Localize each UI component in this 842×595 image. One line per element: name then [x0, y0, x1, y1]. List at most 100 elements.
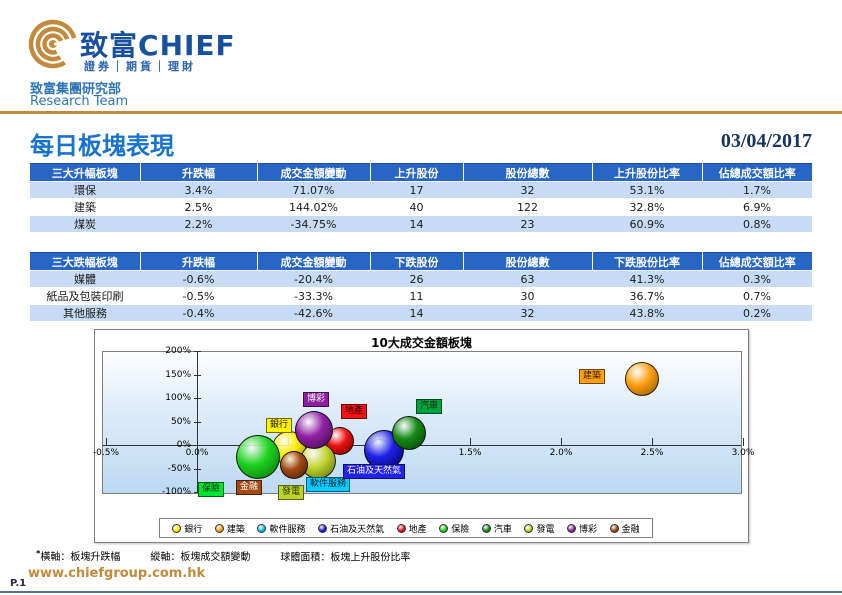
legend-item: 建築 [214, 522, 245, 535]
y-tick-label: 50% [170, 416, 191, 427]
table-cell: 其他服務 [30, 304, 140, 321]
table-cell: 0.8% [702, 215, 812, 232]
x-tick-label: 3.0% [731, 448, 755, 458]
x-tick-mark [197, 438, 198, 446]
chart-bubble [236, 434, 281, 479]
bubble-label: 銀行 [266, 418, 293, 433]
column-header-cell: 股份總數 [463, 252, 593, 271]
table-cell: 0.3% [702, 270, 812, 288]
sector-bubble-chart: 10大成交金額板塊 -0.5%0.0%0.5%1.0%1.5%2.0%2.5%3… [93, 329, 754, 543]
table-cell: 0.2% [702, 304, 812, 321]
x-tick-label: 1.5% [458, 448, 482, 458]
table-row: 煤炭 2.2% -34.75% 14 23 60.9% 0.8% [30, 215, 812, 232]
chart-bubble [295, 411, 334, 450]
page-title: 每日板塊表現 [30, 132, 174, 160]
table-cell: 30 [463, 287, 592, 305]
table-row: 紙品及包裝印刷 -0.5% -33.3% 11 30 36.7% 0.7% [30, 287, 812, 305]
table-cell: 32 [463, 304, 592, 321]
gainers-table-grid: 三大升幅板塊 升跌幅 成交金額變動 上升股份 股份總數 上升股份比率 佔總成交額比率 環保 3.… [30, 163, 812, 232]
legend-dot [567, 523, 577, 533]
legend-dot [609, 523, 619, 533]
y-tick-label: -100% [162, 487, 191, 497]
legend-dot [318, 523, 328, 533]
losers-table: 三大跌幅板塊 升跌幅 成交金額變動 下跌股份 股份總數 下跌股份比率 佔總成交額比率 媒體 -0… [30, 252, 812, 321]
table-cell: 建築 [30, 198, 140, 216]
bubble-label: 汽車 [416, 399, 443, 414]
legend-item: 銀行 [172, 522, 202, 535]
table-cell: 26 [370, 270, 463, 288]
bubble-label: 地產 [341, 404, 368, 419]
legend-dot [439, 523, 449, 533]
table-cell: 0.7% [702, 287, 812, 305]
column-header-cell: 佔總成交額比率 [702, 163, 812, 182]
bubble-label: 軟件服務 [306, 477, 351, 492]
y-tick-label: -50% [167, 463, 191, 474]
legend-dot [172, 523, 182, 533]
table-cell: -42.6% [257, 304, 370, 321]
table-cell: 6.9% [702, 198, 812, 216]
gainers-table: 三大升幅板塊 升跌幅 成交金額變動 上升股份 股份總數 上升股份比率 佔總成交額比率 環保 3.… [30, 163, 812, 232]
chart-bubble [280, 450, 309, 479]
chart-legend: 銀行 建築 軟件服務 石油及天然氣 地產 保險 汽車 發電 博彩 金融 [159, 518, 653, 538]
table-cell: 53.1% [592, 181, 702, 199]
bubble-label: 發電 [278, 485, 305, 500]
table-cell: 14 [370, 215, 463, 232]
website-link[interactable]: www.chiefgroup.com.hk [28, 566, 206, 581]
legend-label: 建築 [226, 524, 245, 535]
legend-item: 石油及天然氣 [318, 522, 384, 535]
bubble-label: 博彩 [303, 392, 330, 407]
x-tick-mark [106, 438, 107, 446]
legend-item: 金融 [609, 522, 640, 535]
table-cell: 32 [463, 181, 592, 199]
bubble-label: 建築 [579, 369, 606, 384]
table-cell: 2.5% [140, 198, 257, 216]
table-cell: 71.07% [257, 181, 370, 199]
chart-bubble [392, 415, 427, 450]
y-tick-label: 150% [165, 369, 191, 380]
table-cell: -20.4% [257, 270, 370, 288]
x-tick-mark [561, 438, 562, 446]
x-tick-label: 0.0% [185, 448, 209, 458]
footnote-y-axis: 縱軸：板塊成交額變動 [150, 552, 251, 564]
legend-label: 金融 [621, 524, 640, 535]
legend-item: 汽車 [481, 522, 512, 535]
x-tick-label: 2.5% [640, 448, 664, 458]
y-tick-mark [194, 468, 201, 470]
chart-bubble [625, 362, 660, 397]
table-row: 其他服務 -0.4% -42.6% 14 32 43.8% 0.2% [30, 304, 812, 321]
footnote-size: 球體面積：板塊上升股份比率 [280, 552, 411, 564]
chart-plot-area: -0.5%0.0%0.5%1.0%1.5%2.0%2.5%3.0%200%150… [93, 346, 754, 500]
table-cell: -0.4% [140, 304, 257, 321]
table-cell: -34.75% [257, 215, 370, 232]
gold-divider [0, 111, 842, 114]
logo-text-cn: 致富 [80, 29, 139, 62]
bubble-label: 金融 [236, 480, 263, 495]
x-tick-mark [470, 438, 471, 446]
table-row: 建築 2.5% 144.02% 40 122 32.8% 6.9% [30, 198, 812, 216]
table-cell: 23 [463, 215, 592, 232]
y-tick-mark [194, 421, 201, 423]
y-tick-mark [194, 492, 201, 493]
table-cell: 36.7% [592, 287, 702, 305]
losers-table-grid: 三大跌幅板塊 升跌幅 成交金額變動 下跌股份 股份總數 下跌股份比率 佔總成交額比率 媒體 -0… [30, 252, 812, 321]
table-cell: 63 [463, 270, 592, 288]
column-header-cell: 佔總成交額比率 [702, 252, 812, 271]
legend-item: 地產 [396, 522, 427, 535]
chart-title: 10大成交金額板塊 [371, 336, 472, 350]
table-cell: 40 [370, 198, 463, 216]
table-cell: 41.3% [592, 270, 702, 288]
table-cell: 122 [463, 198, 592, 216]
table-cell: 60.9% [592, 215, 702, 232]
table-cell: 17 [370, 181, 463, 199]
legend-item: 博彩 [567, 522, 597, 535]
x-axis-line [103, 445, 741, 446]
table-row: 環保 3.4% 71.07% 17 32 53.1% 1.7% [30, 181, 812, 199]
x-tick-label: -0.5% [92, 448, 120, 458]
table-cell: -33.3% [257, 287, 370, 305]
legend-label: 地產 [408, 524, 427, 535]
logo-tagline: 證券｜期貨｜理財 [84, 60, 196, 73]
column-header-cell: 三大升幅板塊 [30, 163, 141, 182]
research-team-label: Research Team [30, 94, 129, 109]
table-cell: 144.02% [257, 198, 370, 216]
